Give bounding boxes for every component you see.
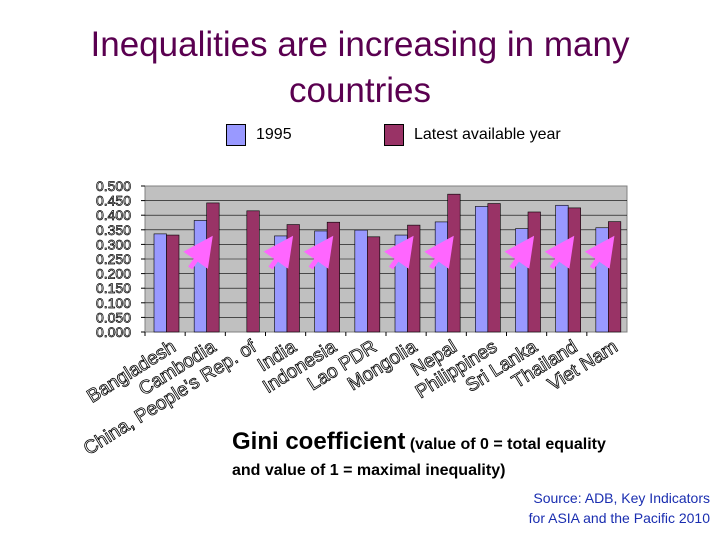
source-note: Source: ADB, Key Indicators for ASIA and… (529, 488, 710, 528)
bar-latest-0 (166, 234, 180, 333)
increase-arrow-icon (504, 235, 535, 270)
legend-item-latest: Latest available year (384, 123, 561, 147)
increase-arrow-icon (544, 235, 575, 270)
y-tick-label: 0.000 (96, 324, 131, 340)
increase-arrow-icon (303, 235, 334, 270)
chart-caption: Gini coefficient (value of 0 = total equ… (232, 428, 712, 480)
bar-1995-5 (354, 229, 368, 333)
bar-1995-1 (193, 220, 207, 333)
y-tick-label: 0.450 (96, 193, 131, 209)
bar-1995-4 (314, 230, 328, 333)
legend-label-latest: Latest available year (414, 126, 561, 143)
increase-arrow-icon (584, 235, 615, 270)
bar-latest-11 (608, 221, 622, 333)
bar-1995-7 (434, 221, 448, 333)
y-tick-label: 0.100 (96, 295, 131, 311)
y-tick-label: 0.300 (96, 236, 131, 252)
bar-latest-6 (407, 224, 421, 333)
legend-item-1995: 1995 (226, 123, 292, 147)
bar-latest-2 (246, 210, 260, 333)
bar-latest-9 (527, 211, 541, 333)
y-tick-label: 0.350 (96, 222, 131, 238)
bar-1995-9 (515, 228, 529, 333)
source-line-1: Source: ADB, Key Indicators (533, 490, 710, 506)
y-tick-label: 0.200 (96, 266, 131, 282)
increase-arrow-icon (183, 235, 213, 270)
caption-paren: (value of 0 = total equality (409, 436, 606, 453)
bar-latest-10 (567, 207, 581, 333)
source-line-2: for ASIA and the Pacific 2010 (528, 510, 710, 526)
bar-latest-5 (367, 236, 381, 333)
legend-label-1995: 1995 (256, 126, 292, 143)
bar-1995-0 (153, 233, 167, 333)
y-tick-label: 0.250 (96, 251, 131, 267)
increase-arrow-icon (424, 235, 454, 270)
bar-latest-1 (206, 202, 220, 333)
caption-main: Gini coefficient (232, 428, 406, 455)
bar-1995-8 (475, 206, 489, 333)
caption-line2: and value of 1 = maximal inequality) (232, 462, 506, 479)
bar-latest-8 (487, 203, 501, 333)
bar-latest-3 (286, 224, 300, 333)
slide-title: Inequalities are increasing in many coun… (90, 25, 630, 110)
legend-swatch-latest (384, 124, 404, 146)
legend-swatch-1995 (226, 124, 246, 146)
y-tick-label: 0.400 (96, 207, 131, 223)
y-tick-label: 0.500 (96, 178, 131, 194)
bar-latest-4 (326, 221, 340, 333)
bar-1995-10 (555, 204, 569, 333)
bar-latest-7 (447, 193, 461, 333)
bar-1995-11 (595, 227, 609, 333)
increase-arrow-icon (384, 235, 414, 270)
y-tick-label: 0.150 (96, 280, 131, 296)
increase-arrow-icon (263, 235, 294, 270)
y-tick-label: 0.050 (96, 309, 131, 325)
